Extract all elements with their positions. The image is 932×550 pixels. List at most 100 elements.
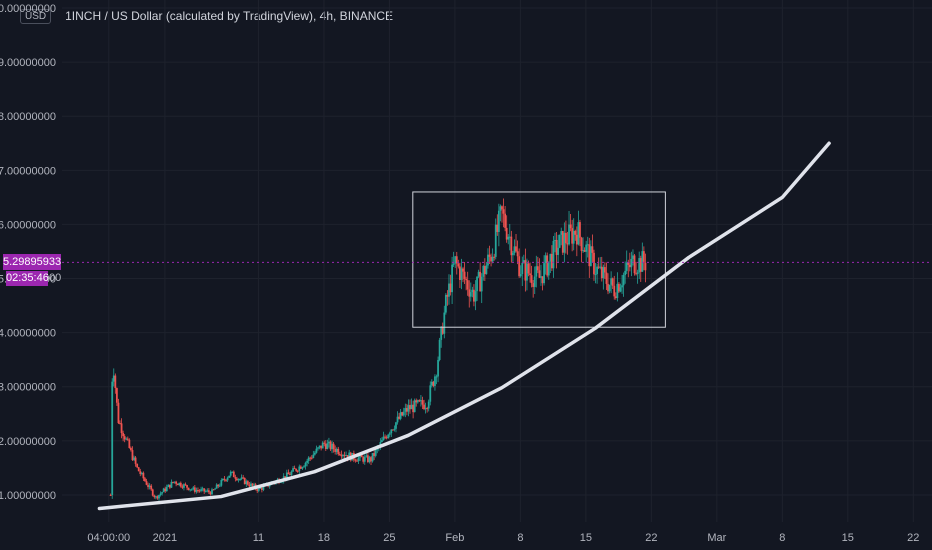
candle-body [243,477,246,485]
y-tick-label: 6.00000000 [0,219,56,231]
candle-body [502,209,505,214]
candle-body [139,471,142,474]
candle-body [625,262,628,271]
candle-body [388,433,391,435]
candle-body [483,266,486,275]
candle-body [593,252,595,275]
candle-body [480,276,483,292]
candle-body [184,484,187,486]
candle-body [222,478,224,481]
candle-body [473,289,475,302]
candle-body [245,481,248,485]
candle-body [201,488,204,490]
candle-body [530,275,533,284]
candle-body [488,254,491,257]
candle-body [167,484,170,488]
candle-body [214,488,217,490]
candle-body [563,232,566,253]
candle-body [368,457,371,462]
candle-body [290,471,293,475]
candle-body [262,485,265,490]
candle-body [197,490,199,492]
y-tick-label: 7.00000000 [0,165,56,177]
candle-body [627,262,630,265]
candle-body [512,252,514,256]
candle-body [426,408,429,410]
candle-body [546,255,549,276]
candle-body [310,457,313,459]
candle-body [558,234,561,248]
x-tick-label: 04:00:00 [87,532,130,544]
candle-body [326,443,329,449]
candle-body [521,262,524,275]
candle-body [522,260,525,263]
candle-body [401,412,404,416]
candle-body [365,455,368,457]
currency-badge[interactable]: USD [20,8,52,24]
candle-body [296,470,299,472]
candle-body [345,455,347,457]
candle-body [607,283,609,292]
candle-body [412,404,415,413]
candle-body [363,456,366,462]
candle-body [444,294,447,313]
candle-body [239,478,241,480]
candle-body [574,230,577,235]
candle-body [458,266,461,280]
candle-body [332,443,335,449]
candle-body [533,276,536,287]
candle-body [638,258,641,273]
candle-body [443,312,446,334]
candle-body [435,376,438,378]
candle-body [381,440,383,443]
candle-body [618,283,620,292]
candle-body [405,408,408,412]
candle-body [175,481,178,484]
candle-body [476,276,478,292]
candle-body [131,450,134,461]
candle-body [292,468,294,472]
candle-body [192,487,195,490]
candle-body [557,247,560,255]
candle-body [250,483,252,487]
x-tick-label: 11 [253,532,264,544]
candle-body [253,484,255,486]
candle-body [337,448,340,455]
candle-body [501,206,503,210]
candle-body [173,481,176,483]
candle-body [260,488,263,490]
candle-body [455,256,458,264]
y-tick-label: 10.00000000 [0,3,56,15]
candle-body [452,263,455,265]
candle-body [321,442,324,449]
current-price-label: 5.29895933 [3,254,62,271]
candle-body [136,463,139,468]
candle-body [395,422,397,429]
candle-body [303,466,305,468]
candle-body [130,447,132,451]
candle-body [159,493,162,495]
candle-body [465,278,468,281]
candle-body [440,326,443,340]
candle-body [183,484,185,488]
candle-body [198,490,201,492]
candle-body [641,251,644,272]
candle-body [151,489,154,496]
x-tick-label: 15 [842,532,854,544]
candle-body [420,400,422,402]
candle-body [508,236,511,238]
candle-body [621,285,623,288]
candle-body [636,272,639,274]
candle-body [432,381,435,386]
candle-body [469,292,472,297]
candle-body [367,455,369,462]
candle-body [468,289,471,297]
consolidation-box [412,191,666,328]
candle-body [466,280,469,290]
candle-body [463,271,466,279]
candle-body [568,224,570,245]
candle-body [304,462,307,467]
candle-body [312,454,315,458]
candle-body [220,480,223,486]
